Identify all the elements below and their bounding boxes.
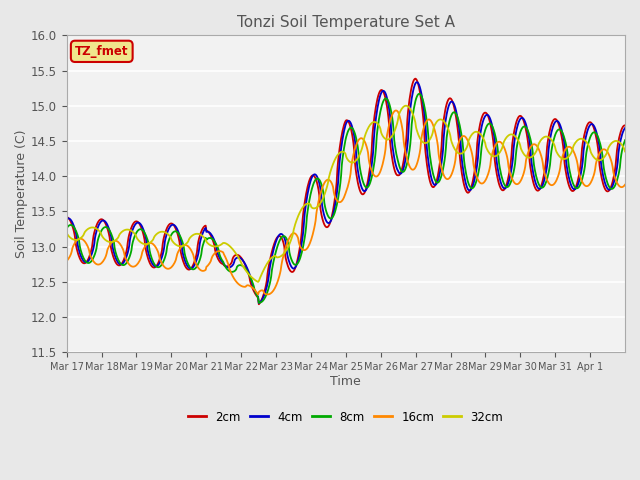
Y-axis label: Soil Temperature (C): Soil Temperature (C)	[15, 130, 28, 258]
X-axis label: Time: Time	[330, 375, 361, 388]
Title: Tonzi Soil Temperature Set A: Tonzi Soil Temperature Set A	[237, 15, 455, 30]
Legend: 2cm, 4cm, 8cm, 16cm, 32cm: 2cm, 4cm, 8cm, 16cm, 32cm	[184, 406, 508, 428]
Text: TZ_fmet: TZ_fmet	[75, 45, 129, 58]
